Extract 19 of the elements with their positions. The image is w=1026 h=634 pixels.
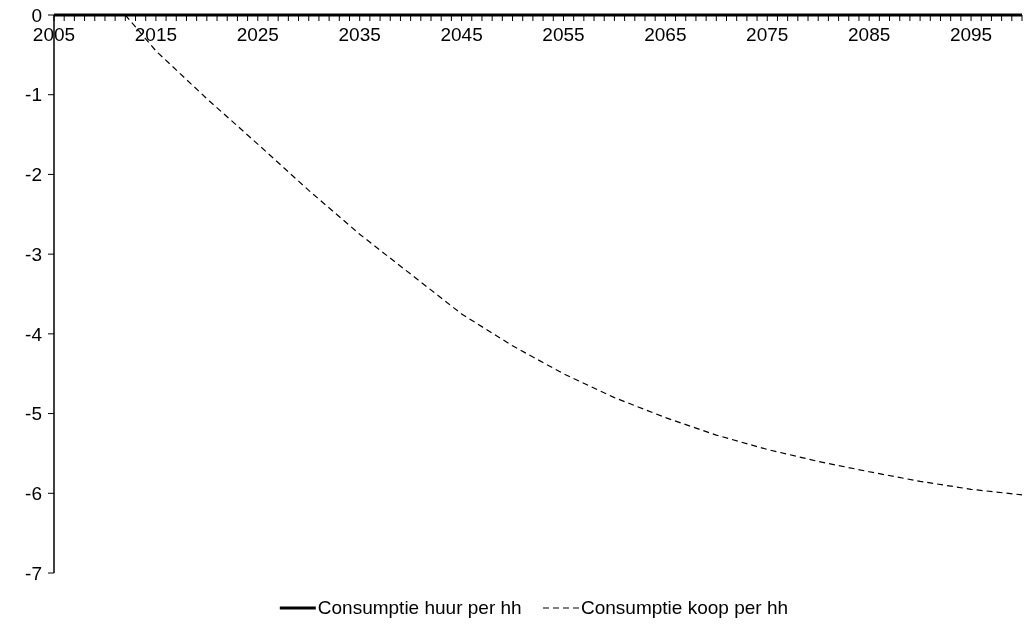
- x-tick-label: 2015: [134, 24, 178, 45]
- x-tick-label: 2075: [746, 24, 789, 45]
- x-tick-label: 2095: [949, 24, 993, 45]
- legend-label: Consumptie koop per hh: [581, 597, 789, 618]
- x-tick-label: 2025: [236, 24, 279, 45]
- legend-label: Consumptie huur per hh: [317, 597, 522, 618]
- y-tick-label: 0: [31, 4, 42, 26]
- y-tick-label: -2: [25, 164, 42, 186]
- x-tick-label: 2055: [542, 24, 585, 45]
- x-tick-label: 2065: [644, 24, 687, 45]
- y-tick-label: -4: [25, 323, 43, 345]
- y-tick-label: -1: [25, 84, 42, 106]
- x-tick-label: 2045: [440, 24, 483, 45]
- y-tick-label: -5: [25, 403, 42, 425]
- y-tick-label: -3: [25, 243, 42, 265]
- y-tick-label: -7: [25, 562, 42, 584]
- x-tick-label: 2035: [338, 24, 381, 45]
- y-tick-label: -6: [25, 482, 42, 504]
- x-tick-label: 2085: [848, 24, 891, 45]
